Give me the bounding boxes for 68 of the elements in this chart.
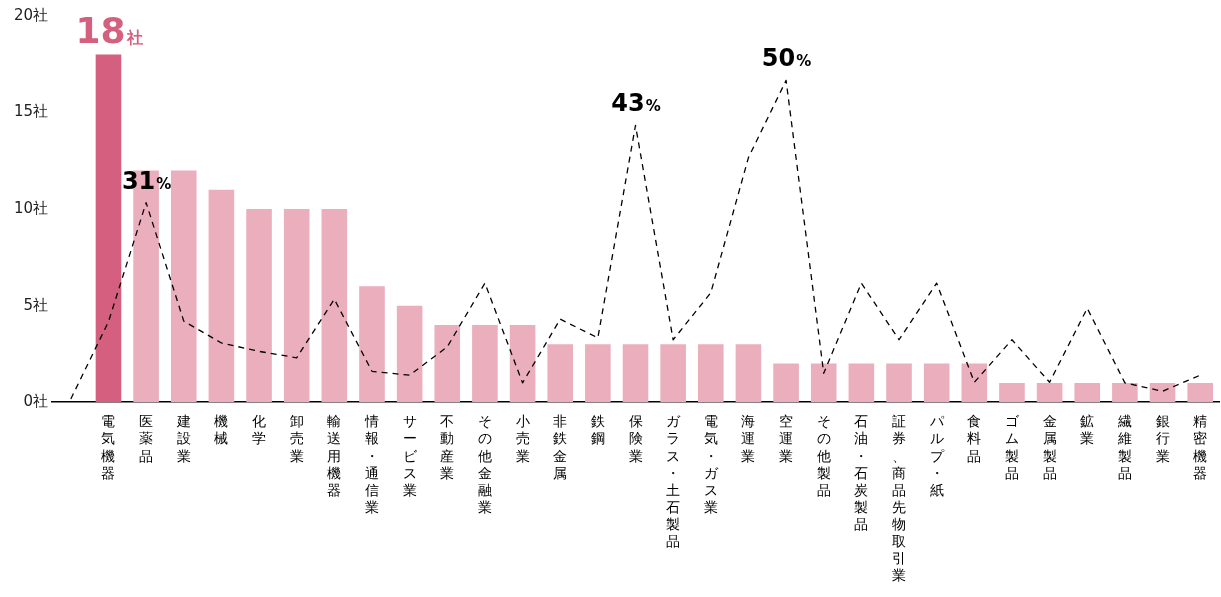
x-tick-label: 機械	[214, 413, 229, 447]
x-tick-label: ガラス・土石製品	[666, 413, 682, 549]
bar	[622, 344, 649, 403]
data-label: 18社	[75, 9, 143, 51]
bar	[283, 209, 310, 403]
x-tick-label: パルプ・紙	[928, 413, 945, 498]
bar	[848, 363, 875, 403]
bar	[1112, 382, 1138, 403]
x-tick-label: 食料品	[967, 413, 982, 464]
bar	[923, 363, 950, 403]
bar	[246, 209, 272, 403]
bar	[773, 363, 799, 403]
x-tick-label: 不動産業	[440, 413, 455, 481]
x-tick-label: 輸送用機器	[327, 413, 342, 498]
category-label: 証券、商品先物取引業	[892, 413, 907, 584]
bar	[359, 286, 385, 403]
y-tick-label: 10社	[13, 198, 48, 217]
data-label: 50%	[761, 44, 812, 73]
x-tick-label: 銀行業	[1155, 413, 1170, 464]
x-tick-label: 保険業	[628, 413, 643, 464]
bar	[585, 344, 611, 403]
x-tick-label: サービス業	[402, 413, 418, 498]
bar	[735, 344, 762, 403]
x-tick-label: 医薬品	[139, 413, 154, 464]
bar	[472, 324, 498, 403]
x-tick-label: 非鉄金属	[553, 413, 568, 481]
x-tick-label: 建設業	[175, 413, 191, 464]
y-tick-label: 5社	[23, 295, 48, 314]
bar	[1187, 382, 1213, 403]
x-tick-label: 化学	[252, 413, 267, 447]
x-tick-label: 海運業	[741, 413, 756, 464]
x-tick-label: ゴム製品	[1004, 413, 1020, 481]
data-label: 31%	[121, 166, 172, 195]
x-tick-label: 電気・ガス業	[703, 413, 719, 515]
bar	[208, 189, 235, 403]
data-label: 43%	[611, 89, 661, 118]
bar	[170, 170, 197, 403]
y-tick-label: 15社	[13, 102, 48, 121]
x-tick-label: 電気機器	[101, 413, 116, 481]
bar	[961, 363, 988, 403]
x-tick-label: 精密機器	[1193, 413, 1208, 481]
x-tick-label: 小売業	[515, 413, 530, 464]
x-tick-label: その他製品	[816, 413, 831, 498]
x-tick-label: 空運業	[779, 413, 794, 464]
bar	[999, 382, 1025, 403]
x-tick-label: 卸売業	[289, 413, 304, 464]
x-tick-label: 鉄鋼	[590, 413, 605, 447]
y-tick-label: 0社	[23, 392, 48, 411]
x-tick-label: 繊維製品	[1116, 413, 1132, 481]
bar	[396, 305, 423, 403]
bar	[1074, 382, 1101, 403]
bar	[434, 324, 461, 403]
bar	[1036, 382, 1063, 403]
bar	[321, 209, 348, 403]
bar	[1149, 382, 1176, 403]
bar	[95, 54, 122, 403]
bar	[547, 344, 574, 403]
bar	[810, 363, 837, 403]
x-tick-label: 鉱業	[1080, 413, 1095, 447]
x-tick-label: 金属製品	[1042, 413, 1057, 481]
x-tick-label: 情報・通信業	[363, 413, 379, 515]
y-tick-label: 20社	[13, 5, 48, 24]
bar	[697, 344, 724, 403]
x-tick-label: その他金融業	[477, 413, 492, 515]
x-tick-label: 石油・石炭製品	[854, 413, 869, 532]
bar	[660, 344, 686, 403]
bar	[509, 324, 536, 403]
bar	[886, 363, 912, 403]
